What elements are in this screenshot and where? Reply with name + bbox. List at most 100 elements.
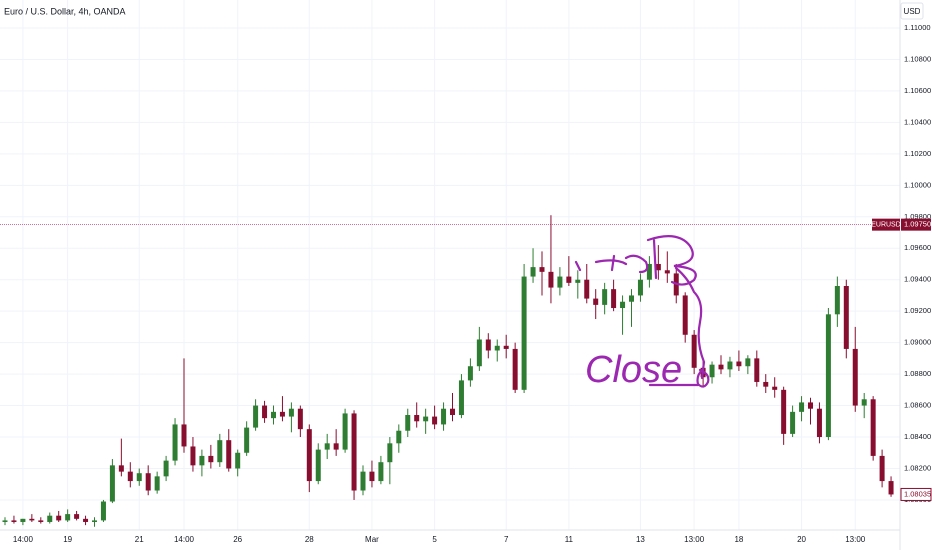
y-tick-label: 1.10600 bbox=[904, 86, 931, 95]
candle-body bbox=[163, 460, 169, 477]
candle-body bbox=[494, 345, 500, 351]
candle-body bbox=[888, 481, 894, 495]
x-tick-label: Mar bbox=[365, 535, 379, 544]
candle-body bbox=[745, 358, 751, 367]
candle-body bbox=[405, 415, 411, 431]
candle-body bbox=[315, 449, 321, 482]
candle-body bbox=[441, 408, 447, 425]
candle-body bbox=[727, 361, 733, 370]
x-tick-label: 13:00 bbox=[845, 535, 866, 544]
candle-body bbox=[172, 424, 178, 461]
candle-body bbox=[235, 452, 241, 469]
candle-body bbox=[566, 276, 572, 283]
y-tick-label: 1.10400 bbox=[904, 117, 931, 126]
candle-body bbox=[65, 514, 71, 521]
candle-body bbox=[539, 267, 545, 272]
candle-body bbox=[808, 402, 813, 409]
candle-body bbox=[74, 514, 80, 519]
candle-body bbox=[754, 358, 760, 382]
candle-body bbox=[879, 455, 885, 482]
x-tick-label: 14:00 bbox=[174, 535, 195, 544]
candle-body bbox=[226, 440, 232, 469]
candle-body bbox=[512, 348, 518, 390]
y-tick-label: 1.09800 bbox=[904, 212, 931, 221]
y-tick-label: 1.11000 bbox=[904, 23, 931, 32]
candle-body bbox=[360, 471, 366, 491]
y-tick-label: 1.08200 bbox=[904, 463, 931, 472]
currency-label: USD bbox=[904, 7, 921, 16]
candle-body bbox=[852, 348, 858, 406]
candle-body bbox=[11, 520, 17, 522]
symbol-label: EURUSD bbox=[871, 221, 901, 228]
y-tick-label: 1.09400 bbox=[904, 275, 931, 284]
candle-body bbox=[503, 345, 509, 349]
candle-body bbox=[629, 295, 634, 302]
candle-body bbox=[718, 364, 724, 370]
candle-body bbox=[217, 440, 223, 463]
candle-body bbox=[476, 339, 482, 367]
candle-body bbox=[351, 413, 357, 491]
candle-body bbox=[38, 520, 44, 522]
symbol-box bbox=[872, 218, 900, 231]
candle-body bbox=[816, 408, 822, 438]
candle-body bbox=[369, 471, 375, 482]
candle-body bbox=[324, 443, 330, 450]
candle-body bbox=[458, 380, 464, 416]
annotation-drawing bbox=[574, 235, 710, 388]
x-tick-label: 11 bbox=[565, 535, 574, 544]
candle-body bbox=[190, 446, 196, 466]
candle-body bbox=[593, 298, 599, 305]
candle-body bbox=[414, 415, 420, 422]
y-tick-label: 1.08800 bbox=[904, 369, 931, 378]
candle-body bbox=[20, 518, 26, 522]
candle-body bbox=[682, 295, 688, 335]
candle-body bbox=[342, 413, 348, 450]
y-axis-panel bbox=[900, 0, 932, 550]
candle-body bbox=[306, 429, 312, 482]
candle-body bbox=[333, 443, 339, 450]
candle-body bbox=[118, 465, 124, 472]
candle-body bbox=[253, 405, 259, 428]
candle-body bbox=[485, 339, 491, 351]
x-tick-label: 5 bbox=[432, 535, 437, 544]
candle-body bbox=[530, 267, 536, 277]
candle-body bbox=[861, 399, 867, 406]
candle-body bbox=[825, 314, 831, 438]
candle-body bbox=[145, 473, 151, 491]
candle-body bbox=[736, 361, 742, 367]
candle-body bbox=[387, 443, 393, 463]
candle-body bbox=[772, 386, 778, 390]
candle-body bbox=[709, 364, 715, 378]
candle-body bbox=[763, 381, 769, 387]
candle-body bbox=[29, 518, 35, 521]
candle-body bbox=[548, 271, 554, 288]
candle-body bbox=[637, 279, 643, 296]
last-price-label: 1.08035 bbox=[904, 489, 931, 498]
currency-box[interactable] bbox=[900, 2, 924, 20]
candle-body bbox=[208, 455, 214, 463]
candle-body bbox=[100, 501, 106, 521]
candle-body bbox=[655, 263, 661, 271]
y-tick-label: 1.08400 bbox=[904, 432, 931, 441]
candle-body bbox=[843, 286, 849, 349]
candle-body bbox=[83, 518, 89, 522]
price-label: 1.09750 bbox=[904, 220, 931, 229]
candle-body bbox=[781, 389, 787, 434]
candle-body bbox=[109, 465, 115, 502]
candle-body bbox=[575, 279, 581, 283]
y-tick-label: 1.09000 bbox=[904, 338, 931, 347]
x-tick-label: 21 bbox=[135, 535, 144, 544]
price-box bbox=[901, 218, 931, 231]
candle-body bbox=[450, 408, 455, 416]
candle-body bbox=[378, 462, 384, 482]
candle-body bbox=[664, 270, 670, 274]
candle-body bbox=[136, 473, 142, 482]
candle-body bbox=[199, 455, 205, 466]
candle-body bbox=[557, 276, 563, 288]
x-tick-label: 13 bbox=[636, 535, 645, 544]
candle-body bbox=[181, 424, 187, 447]
y-tick-label: 1.09600 bbox=[904, 243, 931, 252]
x-tick-label: 19 bbox=[63, 535, 72, 544]
y-tick-label: 1.09200 bbox=[904, 306, 931, 315]
